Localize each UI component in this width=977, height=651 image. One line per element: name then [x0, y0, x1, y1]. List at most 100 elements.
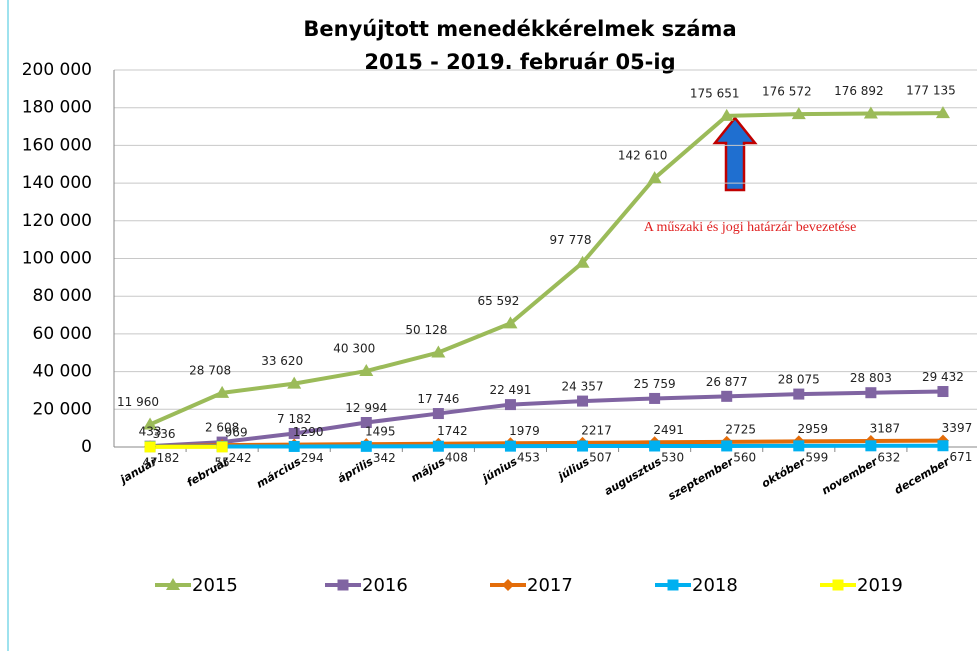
legend-marker: [667, 579, 679, 591]
data-label: 24 357: [562, 380, 604, 394]
data-label: 3187: [870, 421, 901, 435]
data-label: 47: [142, 455, 157, 469]
data-label: 242: [229, 451, 252, 465]
data-label: 1742: [437, 424, 468, 438]
y-tick-label: 140 000: [22, 173, 92, 193]
legend-marker: [832, 579, 844, 591]
data-point: [144, 441, 156, 453]
data-label: 560: [733, 450, 756, 464]
legend-marker: [166, 578, 180, 590]
data-label: 176 572: [762, 85, 812, 99]
data-label: 40 300: [333, 342, 375, 356]
y-tick-label: 180 000: [22, 98, 92, 118]
data-point: [721, 440, 733, 452]
data-point: [504, 440, 516, 452]
data-point: [865, 387, 877, 399]
data-label: 97 778: [550, 233, 592, 247]
data-label: 26 877: [706, 375, 748, 389]
y-tick-label: 100 000: [22, 249, 92, 269]
data-label: 294: [301, 451, 324, 465]
data-label: 17 746: [417, 392, 459, 406]
y-tick-label: 0: [81, 437, 92, 457]
data-point: [432, 408, 444, 420]
data-point: [935, 106, 950, 119]
data-label: 342: [373, 451, 396, 465]
data-point: [577, 395, 589, 407]
data-point: [721, 390, 733, 402]
chart-title: Benyújtott menedékkérelmek száma: [303, 17, 736, 41]
data-label: 50 128: [405, 323, 447, 337]
data-label: 599: [805, 450, 828, 464]
data-point: [215, 385, 230, 398]
data-point: [863, 106, 878, 119]
data-point: [647, 171, 662, 184]
data-label: 2217: [581, 423, 612, 437]
data-point: [865, 440, 877, 452]
data-label: 25 759: [634, 377, 676, 391]
data-point: [649, 440, 661, 452]
data-point: [360, 440, 372, 452]
series-line: [150, 443, 943, 449]
data-label: 408: [445, 451, 468, 465]
y-tick-label: 120 000: [22, 211, 92, 231]
data-label: 175 651: [690, 86, 740, 100]
legend-label: 2019: [857, 575, 903, 596]
series-line: [149, 111, 943, 427]
data-label: 632: [877, 450, 900, 464]
data-point: [937, 440, 949, 452]
data-point: [575, 255, 590, 268]
y-tick-label: 160 000: [22, 135, 92, 155]
data-label: 11 960: [117, 395, 159, 409]
legend-label: 2016: [362, 575, 408, 596]
data-label: 22 491: [489, 383, 531, 397]
data-label: 3397: [942, 421, 973, 435]
data-label: 176 892: [834, 84, 884, 98]
data-point: [359, 364, 374, 377]
data-label: 2959: [798, 422, 829, 436]
data-label: 142 610: [618, 149, 668, 163]
data-label: 1495: [365, 425, 396, 439]
data-point: [143, 417, 158, 430]
y-tick-label: 80 000: [33, 286, 92, 306]
y-tick-label: 20 000: [33, 399, 92, 419]
legend-marker: [337, 579, 349, 591]
data-point: [360, 417, 372, 429]
data-label: 28 075: [778, 373, 820, 387]
data-label: 33 620: [261, 354, 303, 368]
data-point: [216, 441, 228, 453]
data-point: [432, 440, 444, 452]
annotation: A műszaki és jogi határzár bevezetése: [644, 220, 857, 235]
data-label: 671: [950, 450, 973, 464]
data-label: 65 592: [477, 294, 519, 308]
data-point: [793, 440, 805, 452]
data-point: [791, 107, 806, 120]
series-line: [149, 389, 943, 449]
data-point: [504, 399, 516, 411]
data-label: 336: [153, 427, 176, 441]
data-label: 433: [139, 425, 162, 439]
data-label: 28 803: [850, 371, 892, 385]
data-label: 1979: [509, 424, 540, 438]
data-label: 507: [589, 451, 612, 465]
y-tick-label: 60 000: [33, 324, 92, 344]
data-label: 2725: [725, 422, 756, 436]
data-point: [287, 376, 302, 389]
data-label: 453: [517, 451, 540, 465]
data-label: 55: [214, 455, 229, 469]
data-label: 28 708: [189, 363, 231, 377]
legend-label: 2015: [192, 575, 238, 596]
data-label: 182: [157, 451, 180, 465]
data-point: [503, 316, 518, 329]
data-point: [288, 440, 300, 452]
data-point: [431, 345, 446, 358]
data-label: 969: [225, 426, 248, 440]
legend-label: 2018: [692, 575, 738, 596]
y-tick-label: 200 000: [22, 60, 92, 80]
data-label: 7 182: [277, 412, 311, 426]
data-label: 1290: [293, 425, 324, 439]
data-point: [577, 440, 589, 452]
data-point: [649, 392, 661, 404]
data-label: 12 994: [345, 401, 387, 415]
